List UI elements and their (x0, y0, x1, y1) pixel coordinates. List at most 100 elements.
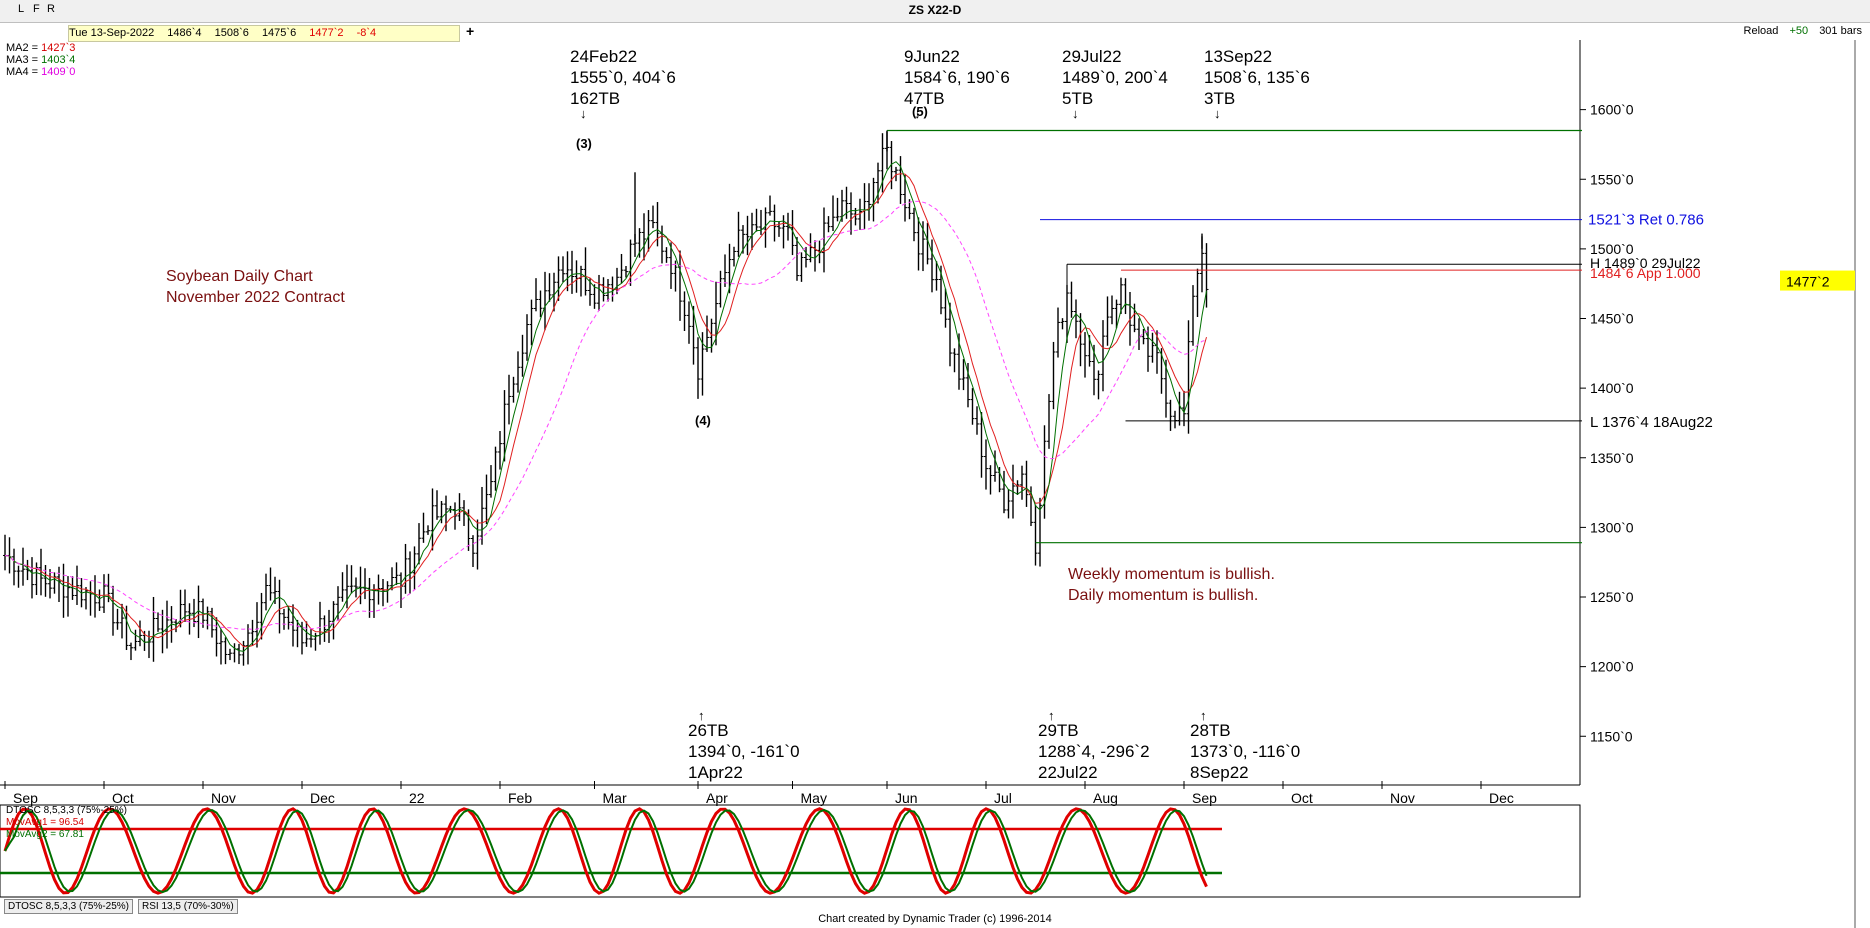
top-annotation-line: 3TB (1204, 89, 1235, 108)
ma4-label: MA4 = 1409`0 (6, 66, 76, 78)
quote-box: Tue 13-Sep-2022 1486`4 1508`6 1475`6 147… (68, 25, 460, 42)
window-titlebar: L F R ZS X22-D (0, 0, 1870, 23)
x-tick-label: Aug (1093, 790, 1118, 806)
x-tick-label: Apr (706, 790, 728, 806)
ma2-line (4, 173, 1207, 648)
top-annotation-arrow: ↓ (1072, 106, 1079, 121)
x-tick-label: Dec (310, 790, 335, 806)
top-annotation-arrow: ↓ (1214, 106, 1221, 121)
toolbar-button-f[interactable]: F (33, 3, 40, 15)
tab-dtosc[interactable]: DTOSC 8,5,3,3 (75%-25%) (4, 899, 133, 914)
ma3-label: MA3 = 1403`4 (6, 54, 76, 66)
bars-count: 301 bars (1819, 25, 1862, 37)
bottom-annotation-arrow: ↑ (1048, 708, 1055, 723)
bottom-annotation-line: 22Jul22 (1038, 763, 1098, 782)
bottom-annotation-line: 1373`0, -116`0 (1190, 742, 1300, 761)
y-tick-label: 1400`0 (1590, 380, 1634, 396)
credit-text: Chart created by Dynamic Trader (c) 1996… (818, 913, 1052, 925)
quote-close: 1477`2 (309, 27, 344, 39)
y-tick-label: 1200`0 (1590, 659, 1634, 675)
top-annotation-line: 29Jul22 (1062, 47, 1122, 66)
y-tick-label: 1250`0 (1590, 589, 1634, 605)
x-tick-label: May (801, 790, 827, 806)
right-toolbar: Reload +50 301 bars (1736, 25, 1862, 37)
x-tick-label: 22 (409, 790, 425, 806)
level-label-low: L 1376`4 18Aug22 (1590, 414, 1713, 431)
ma2-label: MA2 = 1427`3 (6, 42, 76, 54)
top-annotation-line: 1555`0, 404`6 (570, 68, 676, 87)
wave-label-3: (3) (576, 136, 592, 151)
quote-high: 1508`6 (214, 27, 249, 39)
last-price-label: 1477`2 (1786, 274, 1830, 290)
bottom-annotation-line: 1394`0, -161`0 (688, 742, 800, 761)
y-tick-label: 1600`0 (1590, 102, 1634, 118)
x-tick-label: Dec (1489, 790, 1514, 806)
osc-label-movavg1: MovAvg1 = 96.54 (6, 817, 84, 828)
top-annotation-line: 1584`6, 190`6 (904, 68, 1010, 87)
x-tick-label: Sep (1192, 790, 1217, 806)
add-button[interactable]: + (466, 23, 475, 39)
note-momentum-daily: Daily momentum is bullish. (1068, 587, 1258, 604)
wave-label-4: (4) (695, 413, 711, 428)
x-tick-label: Oct (112, 790, 134, 806)
osc-label-dtosc: DTOSC 8,5,3,3 (75%-25%) (6, 805, 127, 816)
reload-button[interactable]: Reload (1743, 25, 1779, 37)
x-tick-label: Jul (994, 790, 1012, 806)
bottom-annotation-arrow: ↑ (698, 708, 705, 723)
x-tick-label: Nov (1390, 790, 1415, 806)
quote-date: Tue 13-Sep-2022 (69, 27, 155, 39)
note-momentum-weekly: Weekly momentum is bullish. (1068, 566, 1275, 583)
top-annotation-line: 1489`0, 200`4 (1062, 68, 1168, 87)
level-label-app: 1484`6 App 1.000 (1590, 265, 1701, 281)
bottom-annotation-arrow: ↑ (1200, 708, 1207, 723)
bottom-annotation-line: 1288`4, -296`2 (1038, 742, 1150, 761)
ma4-line (4, 200, 1207, 630)
bottom-annotation-line: 26TB (688, 721, 729, 740)
last-price-box (1780, 270, 1855, 291)
top-annotation-line: 162TB (570, 89, 620, 108)
bottom-annotation-line: 8Sep22 (1190, 763, 1249, 782)
x-tick-label: Oct (1291, 790, 1313, 806)
chart-title: ZS X22-D (908, 3, 962, 17)
y-tick-label: 1500`0 (1590, 241, 1634, 257)
tab-rsi[interactable]: RSI 13,5 (70%-30%) (138, 899, 238, 914)
x-tick-label: Nov (211, 790, 236, 806)
bottom-annotation-line: 1Apr22 (688, 763, 743, 782)
osc-label-movavg2: MovAvg2 = 67.81 (6, 829, 84, 840)
x-tick-label: Jun (895, 790, 918, 806)
top-annotation-line: 1508`6, 135`6 (1204, 68, 1310, 87)
bars-plus-button[interactable]: +50 (1789, 25, 1809, 37)
x-tick-label: Mar (603, 790, 627, 806)
note-chart-title-1: Soybean Daily Chart (166, 268, 313, 285)
oscillator-panel (0, 804, 1581, 898)
x-tick-label: Feb (508, 790, 532, 806)
toolbar-button-r[interactable]: R (47, 3, 55, 15)
osc-movavg2-line (4, 808, 1208, 894)
top-annotation-line: 13Sep22 (1204, 47, 1272, 66)
y-tick-label: 1300`0 (1590, 519, 1634, 535)
ma3-line (4, 161, 1207, 652)
level-label-ret: 1521`3 Ret 0.786 (1588, 212, 1704, 229)
bottom-annotation-line: 28TB (1190, 721, 1231, 740)
y-tick-label: 1450`0 (1590, 311, 1634, 327)
top-annotation-line: 24Feb22 (570, 47, 637, 66)
top-annotation-arrow: ↓ (914, 106, 921, 121)
top-annotation-line: 47TB (904, 89, 945, 108)
x-tick-label: Sep (13, 790, 38, 806)
y-tick-label: 1150`0 (1590, 728, 1633, 744)
top-annotation-line: 9Jun22 (904, 47, 960, 66)
bottom-annotation-line: 29TB (1038, 721, 1079, 740)
quote-open: 1486`4 (167, 27, 202, 39)
note-chart-title-2: November 2022 Contract (166, 289, 345, 306)
toolbar-button-l[interactable]: L (18, 3, 25, 15)
quote-low: 1475`6 (261, 27, 297, 39)
y-tick-label: 1350`0 (1590, 450, 1634, 466)
top-annotation-line: 5TB (1062, 89, 1093, 108)
y-tick-label: 1550`0 (1590, 171, 1634, 187)
quote-change: -8`4 (356, 27, 377, 39)
wave-label-5: (5) (912, 104, 928, 119)
osc-movavg1-line (3, 807, 1208, 895)
level-label-high: H 1489`0 29Jul22 (1590, 255, 1701, 271)
